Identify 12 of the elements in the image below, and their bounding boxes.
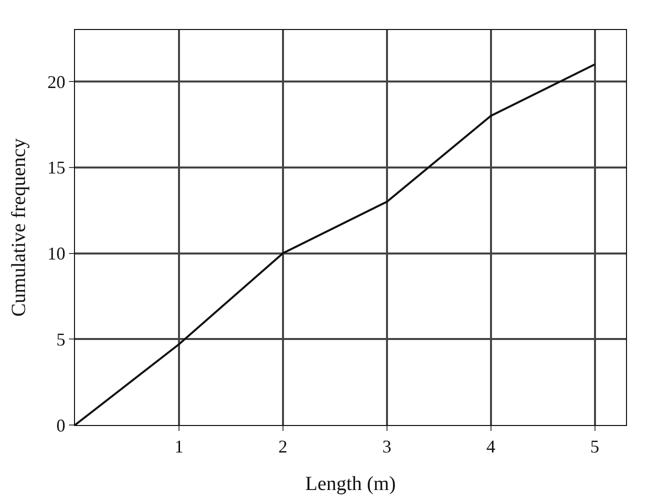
x-tick-label: 4 [486,436,496,457]
y-tick-label: 20 [47,72,66,92]
x-tick-label: 2 [278,436,288,457]
y-tick-label: 5 [56,329,66,350]
x-axis-title: Length (m) [305,473,396,495]
y-tick-label: 15 [47,158,66,178]
x-tick-label: 1 [174,436,184,457]
y-tick-label: 0 [56,415,66,436]
x-tick-label: 5 [590,436,600,457]
y-axis-title: Cumulative frequency [8,138,30,317]
x-tick-label: 3 [382,436,392,457]
y-tick-label: 10 [47,244,66,264]
